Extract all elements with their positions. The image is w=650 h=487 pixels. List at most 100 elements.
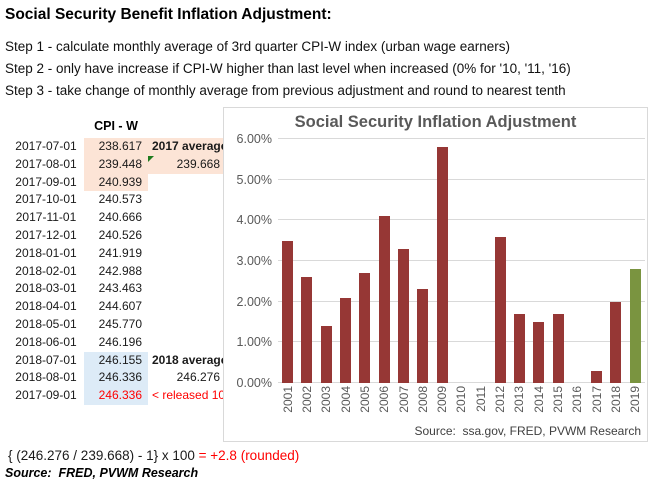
gridline	[278, 219, 645, 221]
y-axis-label: 2.00%	[236, 294, 272, 309]
table-row: 2018-06-01 246.196	[8, 334, 224, 352]
bar-slot	[336, 139, 355, 383]
bar-2018	[610, 301, 622, 383]
gridline	[278, 382, 645, 383]
date-cell: 2018-03-01	[15, 281, 77, 296]
y-axis-label: 1.00%	[236, 335, 272, 350]
bar-slot	[626, 139, 645, 383]
value-cell: 242.988	[98, 263, 142, 278]
date-cell: 2017-11-01	[15, 210, 77, 225]
x-axis-label: 2010	[452, 386, 471, 413]
x-axis: 2001 2002 2003 2004 2005 2006 2007 2008 2009 2010…	[278, 386, 645, 422]
bar-slot	[413, 139, 432, 383]
bar-slot	[471, 139, 490, 383]
formula-line: { (246.276 / 239.668) - 1} x 100 = +2.8 …	[8, 448, 299, 463]
bar-2002	[301, 277, 313, 383]
date-cell: 2017-10-01	[15, 192, 77, 207]
x-axis-label: 2014	[529, 386, 548, 413]
y-axis-label: 6.00%	[236, 132, 272, 146]
bar-slot	[433, 139, 452, 383]
x-axis-label-text: 2002	[299, 386, 314, 413]
note-cell: < released 10/11	[152, 388, 241, 403]
x-axis-label: 2018	[606, 386, 625, 413]
value-cell: 246.155	[84, 351, 148, 370]
y-axis-label: 0.00%	[236, 376, 272, 390]
note-cell: 246.276	[176, 370, 220, 385]
table-header-cpi-w: CPI - W	[94, 119, 138, 133]
x-axis-label: 2006	[375, 386, 394, 413]
table-row: 2018-04-01 244.607	[8, 298, 224, 316]
bar-2005	[359, 273, 371, 383]
note-cell: 2017 average	[148, 138, 227, 156]
x-axis-label-text: 2005	[357, 386, 372, 413]
bar-2003	[320, 326, 332, 383]
bar-slot	[587, 139, 606, 383]
bar-2017	[591, 370, 603, 383]
value-cell: 246.336	[84, 369, 148, 388]
x-axis-label: 2012	[490, 386, 509, 413]
table-row: 2018-01-01 241.919	[8, 245, 224, 263]
bar-slot	[548, 139, 567, 383]
doc-title: Social Security Benefit Inflation Adjust…	[5, 6, 332, 23]
table-row: 2017-10-01 240.573	[8, 191, 224, 209]
bar-slot	[510, 139, 529, 383]
date-cell: 2017-12-01	[15, 227, 77, 242]
inflation-chart: Social Security Inflation Adjustment 0.0…	[223, 107, 648, 442]
x-axis-label-text: 2008	[415, 386, 430, 413]
bar-2009	[436, 147, 448, 383]
x-axis-label-text: 2013	[512, 386, 527, 413]
bar-slot	[568, 139, 587, 383]
x-axis-label: 2016	[568, 386, 587, 413]
table-row: 2018-05-01 245.770	[8, 316, 224, 334]
gridline	[278, 341, 645, 343]
bar-2014	[533, 322, 545, 383]
step-2: Step 2 - only have increase if CPI-W hig…	[5, 61, 571, 76]
value-cell: 241.919	[98, 245, 142, 260]
date-cell: 2018-04-01	[15, 299, 77, 314]
gridline	[278, 138, 645, 139]
note-cell	[148, 263, 224, 281]
bar-slot	[317, 139, 336, 383]
chart-title: Social Security Inflation Adjustment	[294, 113, 577, 131]
x-axis-label: 2002	[297, 386, 316, 413]
x-axis-label: 2003	[317, 386, 336, 413]
value-cell: 240.666	[98, 210, 142, 225]
x-axis-label: 2001	[278, 386, 297, 413]
formula-result: = +2.8 (rounded)	[198, 448, 300, 463]
x-axis-label: 2013	[510, 386, 529, 413]
table-row: 2017-08-01 239.448 239.668	[8, 155, 224, 174]
x-axis-label-text: 2010	[454, 386, 469, 413]
y-axis: 0.00% 1.00% 2.00% 3.00% 4.00% 5.00% 6.00%	[224, 132, 274, 390]
bar-2008	[417, 289, 429, 383]
x-axis-label-text: 2017	[589, 386, 604, 413]
bar-2007	[398, 248, 410, 383]
chart-plot	[278, 138, 645, 383]
bars-row	[278, 139, 645, 383]
value-cell: 240.573	[98, 192, 142, 207]
date-cell: 2017-07-01	[15, 139, 77, 153]
value-cell: 244.607	[98, 299, 142, 314]
table-row: 2017-09-01 240.939	[8, 173, 224, 192]
x-axis-label: 2015	[548, 386, 567, 413]
note-cell: 239.668	[148, 155, 224, 174]
date-cell: 2018-02-01	[15, 263, 77, 278]
value-cell: 243.463	[98, 281, 142, 296]
y-axis-label: 4.00%	[236, 213, 272, 228]
value-cell: 246.196	[98, 334, 142, 349]
value-cell: 245.770	[98, 316, 142, 331]
bar-2001	[282, 240, 294, 383]
x-axis-label-text: 2001	[280, 386, 295, 413]
date-cell: 2018-06-01	[15, 334, 77, 349]
date-cell: 2017-09-01	[15, 388, 77, 403]
x-axis-label-text: 2004	[338, 386, 353, 413]
note-cell	[148, 316, 224, 334]
bar-slot	[606, 139, 625, 383]
note-cell	[148, 174, 224, 192]
x-axis-label-text: 2016	[570, 386, 585, 413]
date-cell: 2017-09-01	[15, 174, 77, 189]
bar-slot	[529, 139, 548, 383]
step-1: Step 1 - calculate monthly average of 3r…	[5, 39, 510, 54]
value-cell: 240.939	[84, 173, 148, 192]
step-3: Step 3 - take change of monthly average …	[5, 83, 566, 98]
